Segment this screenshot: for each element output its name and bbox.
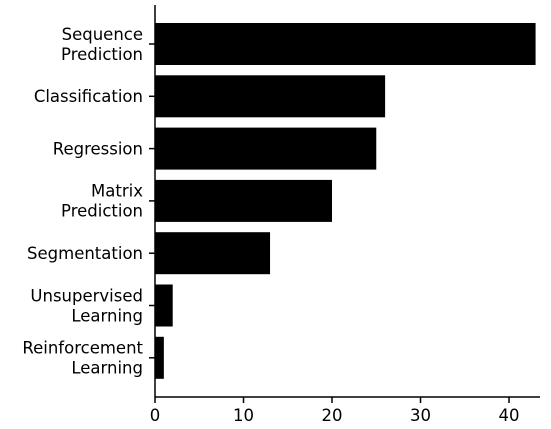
bar-unsupervised-learning — [155, 284, 173, 327]
y-tick-label: Unsupervised Learning — [30, 286, 143, 325]
x-tick-label: 20 — [322, 406, 343, 425]
y-ticks — [149, 43, 155, 359]
y-tick-label: Sequence Prediction — [61, 25, 143, 64]
x-tick-label: 30 — [410, 406, 431, 425]
bar-matrix-prediction — [155, 179, 333, 222]
y-tick-label: Segmentation — [27, 244, 143, 263]
x-ticks: 0 10 20 30 40 — [150, 397, 520, 425]
bar-segmentation — [155, 232, 271, 275]
x-tick-label: 0 — [150, 406, 161, 425]
y-tick-labels: Sequence Prediction Classification Regressi… — [22, 25, 143, 378]
y-tick-label: Reinforcement Learning — [22, 339, 143, 378]
x-tick-label: 40 — [499, 406, 520, 425]
y-tick-label: Classification — [34, 87, 143, 106]
y-tick-label: Regression — [53, 139, 143, 158]
x-tick-label: 10 — [233, 406, 254, 425]
bar-sequence-prediction — [155, 23, 536, 65]
bars-group — [155, 23, 536, 379]
bar-reinforcement-learning — [155, 336, 164, 379]
bar-regression — [155, 127, 377, 170]
bar-classification — [155, 75, 386, 118]
y-tick-label: Matrix Prediction — [61, 182, 143, 221]
